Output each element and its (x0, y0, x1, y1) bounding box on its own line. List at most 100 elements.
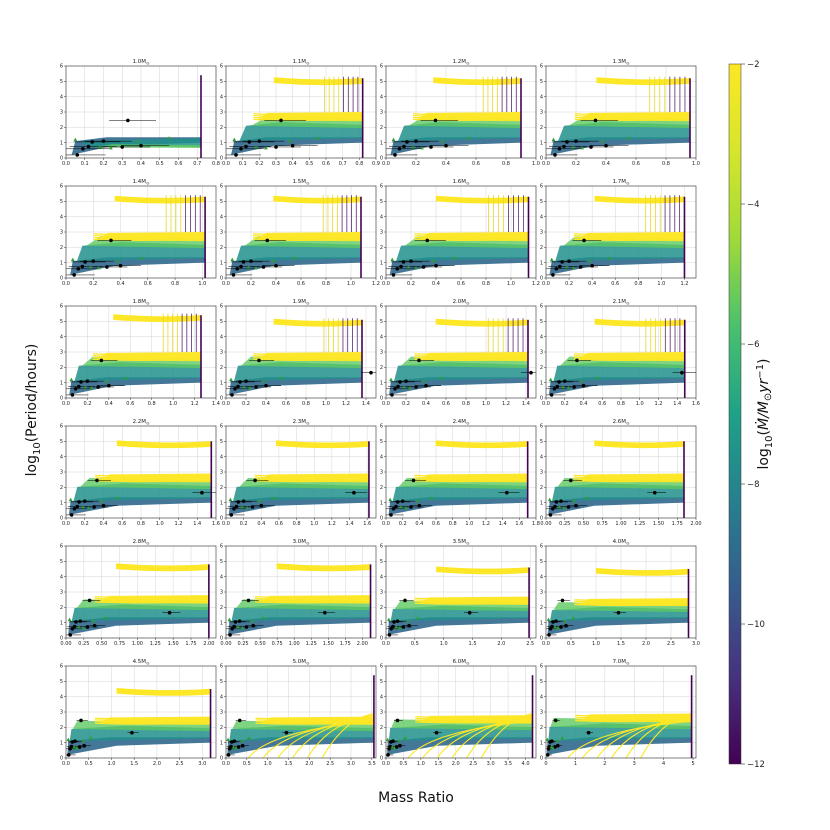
observed-point (232, 739, 237, 743)
track-line (573, 234, 685, 238)
y-tick-label: 4 (380, 454, 383, 460)
y-tick-label: 6 (220, 64, 223, 70)
x-tick-label: 2.0 (305, 761, 313, 767)
track-line (573, 479, 685, 483)
observed-point (257, 358, 261, 363)
x-tick-label: 0.8 (148, 401, 156, 407)
panel-7: 0 1 2 3 4 5 6 0.0 0.2 0.4 0.6 0.8 1.0 1.2 1.6M⊙ (380, 179, 540, 287)
x-tick-label: 0.6 (611, 281, 619, 287)
y-tick-label: 3 (380, 710, 383, 716)
x-tick-label: 0.8 (293, 521, 301, 527)
triangle-point (607, 256, 612, 260)
y-tick-label: 0 (540, 396, 543, 402)
observed-point (77, 745, 82, 749)
observed-point (77, 384, 81, 389)
panel-title: 3.5M⊙ (453, 539, 470, 546)
y-tick-label: 5 (380, 79, 383, 85)
y-tick-label: 4 (380, 694, 383, 700)
x-tick-label: 0.3 (272, 161, 280, 167)
upper-track (113, 317, 202, 322)
triangle-point (69, 377, 74, 381)
y-tick-label: 5 (220, 559, 223, 565)
triangle-point (420, 146, 424, 150)
x-tick-label: 0.6 (144, 281, 152, 287)
triangle-point (262, 379, 266, 383)
upper-track (273, 77, 363, 82)
observed-point (247, 140, 252, 144)
y-tick-label: 6 (380, 664, 383, 670)
y-tick-label: 4 (220, 454, 223, 460)
panel-title: 4.5M⊙ (133, 659, 150, 666)
triangle-point (561, 385, 565, 389)
y-tick-label: 4 (220, 214, 223, 220)
x-tick-label: 1.4 (522, 401, 530, 407)
y-tick-label: 4 (380, 214, 383, 220)
x-tick-label: 0.8 (449, 521, 457, 527)
observed-point (241, 260, 246, 264)
upper-track (276, 567, 371, 572)
track-line (93, 236, 206, 240)
observed-point (73, 739, 77, 743)
y-tick-label: 5 (60, 439, 63, 445)
triangle-point (240, 505, 244, 509)
triangle-point (236, 625, 241, 629)
y-tick-label: 6 (220, 184, 223, 190)
observed-point (564, 623, 568, 628)
observed-point (386, 753, 390, 757)
x-tick-label: 0.0 (542, 401, 550, 407)
observed-point (396, 384, 400, 389)
y-tick-label: 0 (540, 636, 543, 642)
observed-point (411, 478, 416, 483)
triangle-point (227, 617, 232, 621)
track-line (277, 717, 374, 758)
x-tick-label: 0.0 (222, 761, 230, 767)
x-tick-label: 1.2 (680, 281, 688, 287)
upper-track (116, 691, 211, 696)
x-tick-label: 0.4 (137, 161, 145, 167)
x-tick-label: 0.25 (78, 641, 89, 647)
observed-point (76, 267, 81, 271)
track-line (640, 712, 692, 758)
triangle-point (556, 626, 560, 630)
observed-point (567, 259, 571, 263)
observed-point (391, 624, 395, 629)
observed-point (352, 490, 356, 495)
x-tick-label: 2 (603, 761, 606, 767)
x-tick-label: 0.4 (588, 281, 596, 287)
x-tick-label: 2.0 (497, 641, 505, 647)
x-tick-label: 0.5 (156, 161, 164, 167)
observed-point (74, 620, 78, 624)
x-tick-label: 1.5 (285, 761, 293, 767)
x-tick-label: 0.8 (302, 401, 310, 407)
y-tick-label: 6 (540, 544, 543, 550)
observed-point (86, 144, 91, 149)
observed-point (79, 380, 83, 384)
observed-point (403, 598, 407, 603)
x-tick-label: 1.0 (156, 521, 164, 527)
x-tick-label: 2.5 (526, 641, 534, 647)
y-tick-label: 0 (540, 516, 543, 522)
panel-tracks (386, 76, 522, 158)
track-line (414, 232, 529, 236)
y-tick-label: 4 (540, 694, 543, 700)
observed-point (237, 718, 242, 723)
observed-point (233, 620, 238, 624)
track-line (254, 473, 369, 477)
x-tick-label: 1.5 (130, 761, 138, 767)
x-tick-label: 2.0 (642, 641, 650, 647)
observed-point (239, 147, 243, 151)
low-rate-band (228, 497, 369, 515)
y-tick-label: 6 (380, 304, 383, 310)
track-line (253, 354, 363, 358)
observed-point (236, 384, 240, 389)
y-tick-label: 5 (60, 559, 63, 565)
triangle-point (390, 257, 395, 261)
panel-tracks (386, 318, 536, 398)
observed-point (236, 500, 241, 504)
y-tick-label: 2 (540, 245, 543, 251)
x-tick-label: 0.2 (399, 521, 407, 527)
triangle-point (72, 745, 76, 749)
y-tick-label: 6 (220, 664, 223, 670)
x-tick-label: 0.7 (193, 161, 201, 167)
y-tick-label: 2 (540, 125, 543, 131)
